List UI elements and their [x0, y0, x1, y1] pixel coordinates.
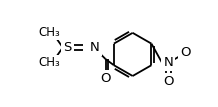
Text: S: S — [63, 41, 72, 54]
Text: O: O — [100, 72, 111, 85]
Text: N: N — [90, 41, 100, 54]
Text: CH₃: CH₃ — [38, 56, 60, 69]
Text: CH₃: CH₃ — [38, 26, 60, 39]
Text: N: N — [164, 56, 173, 69]
Text: O: O — [163, 75, 174, 88]
Text: O: O — [180, 46, 191, 59]
